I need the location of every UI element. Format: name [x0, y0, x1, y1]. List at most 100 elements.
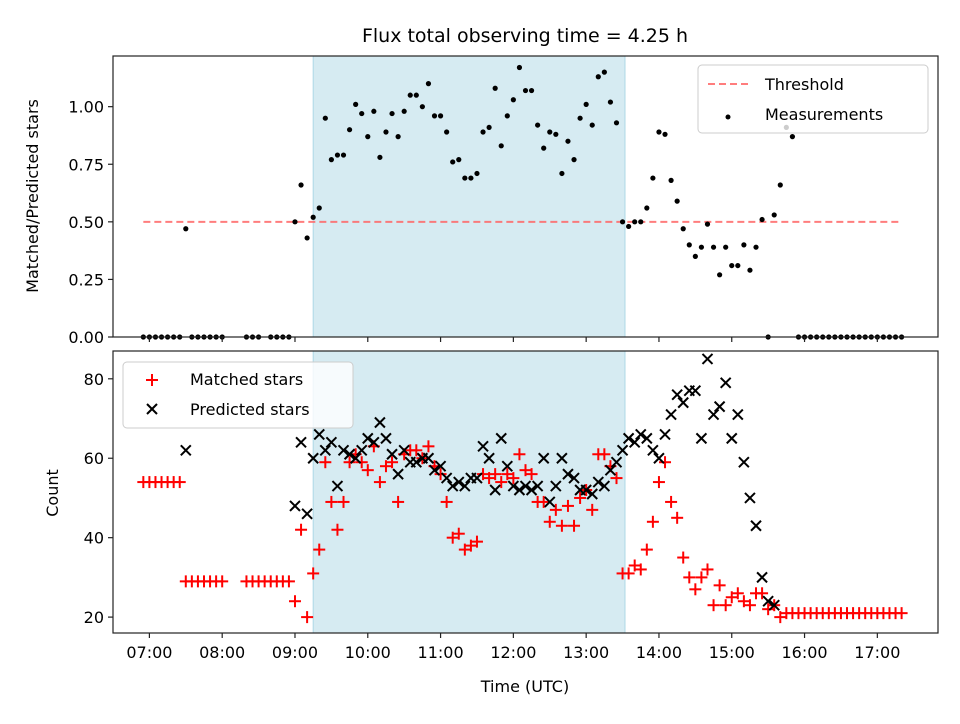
matched-star-marker: [549, 503, 562, 516]
measurement-point: [425, 81, 432, 87]
x-tick-label: 07:00: [126, 643, 172, 662]
predicted-star-marker: [325, 436, 338, 449]
matched-star-marker: [355, 456, 368, 469]
measurement-point: [638, 219, 644, 225]
measurement-point: [541, 145, 547, 151]
top-y-tick-label: 0.75: [68, 155, 104, 174]
measurement-point: [498, 143, 504, 149]
predicted-star-marker: [701, 353, 714, 365]
measurement-point: [353, 101, 359, 107]
top-y-tick-label: 0.00: [68, 328, 104, 347]
predicted-star-marker: [471, 472, 483, 484]
matched-star-marker: [574, 491, 587, 504]
legend-threshold-label: Threshold: [764, 75, 844, 94]
matched-star-marker: [313, 543, 326, 556]
top-legend-box: [697, 64, 929, 134]
measurement-point: [753, 244, 759, 250]
matched-star-marker: [671, 511, 684, 524]
measurement-point: [656, 129, 662, 135]
matched-star-marker: [762, 603, 775, 616]
matched-star-marker: [410, 444, 423, 457]
matched-star-marker: [756, 587, 769, 600]
predicted-star-marker: [319, 444, 332, 457]
measurement-point: [383, 129, 389, 135]
x-tick-label: 11:00: [418, 643, 464, 662]
predicted-star-marker: [598, 480, 611, 492]
measurement-point: [680, 226, 686, 232]
predicted-star-marker: [501, 460, 514, 472]
predicted-star-marker: [568, 472, 580, 484]
bottom-legend: Matched stars Predicted stars: [122, 361, 354, 429]
predicted-star-marker: [616, 444, 629, 457]
top-y-tick-label: 0.25: [68, 270, 104, 289]
measurement-point: [328, 157, 334, 163]
measurement-point: [729, 262, 735, 269]
measurement-point: [322, 115, 328, 121]
x-tick-label: 14:00: [636, 643, 682, 662]
measurement-point: [741, 242, 747, 248]
predicted-star-marker: [762, 595, 774, 607]
predicted-star-marker: [380, 432, 392, 445]
measurement-point: [371, 108, 377, 114]
x-tick-label: 12:00: [490, 643, 536, 662]
measurement-point: [662, 131, 668, 137]
measurement-point: [462, 175, 468, 181]
measurement-point: [474, 170, 480, 177]
measurement-point: [571, 157, 577, 163]
measurement-point: [723, 244, 729, 250]
matched-star-marker: [731, 587, 744, 600]
matched-star-marker: [568, 519, 581, 532]
matched-star-marker: [586, 503, 599, 516]
predicted-star-marker: [537, 452, 550, 464]
predicted-star-marker: [635, 428, 647, 441]
top-y-axis-label: Matched/Predicted stars: [23, 99, 42, 293]
matched-star-marker: [434, 468, 447, 481]
predicted-star-marker: [343, 448, 356, 460]
predicted-star-marker: [550, 480, 562, 492]
predicted-star-marker: [459, 480, 471, 492]
predicted-stars-points: [180, 353, 780, 611]
measurement-point: [559, 170, 565, 177]
measurement-point: [704, 221, 711, 227]
predicted-star-marker: [768, 599, 780, 611]
matched-star-marker: [683, 571, 696, 584]
predicted-star-marker: [446, 480, 459, 492]
measurement-point: [456, 157, 462, 163]
matched-star-marker: [325, 495, 338, 508]
matched-star-marker: [719, 599, 732, 612]
predicted-star-marker: [641, 432, 653, 445]
measurement-point: [450, 159, 456, 165]
matched-star-marker: [464, 539, 477, 552]
matched-star-marker: [452, 527, 465, 540]
predicted-star-marker: [489, 484, 501, 496]
measurement-point: [444, 129, 450, 135]
measurement-point: [626, 223, 632, 230]
matched-star-marker: [598, 448, 611, 461]
matched-star-marker: [725, 591, 738, 604]
bottom-legend-box: [122, 361, 354, 429]
predicted-star-marker: [386, 448, 398, 460]
measurement-point: [389, 110, 395, 117]
matched-star-marker: [483, 472, 496, 485]
matched-star-marker: [361, 464, 374, 477]
measurement-point: [365, 134, 371, 140]
predicted-star-marker: [707, 408, 720, 421]
matched-star-marker: [422, 440, 435, 453]
measurement-point: [619, 219, 626, 225]
legend-matched-swatch: [146, 374, 158, 386]
matched-star-marker: [392, 495, 405, 508]
matched-star-marker: [622, 567, 635, 580]
measurement-point: [292, 219, 298, 225]
matched-star-marker: [640, 543, 653, 556]
matched-star-marker: [282, 575, 295, 588]
predicted-star-marker: [719, 377, 732, 389]
measurement-point: [492, 85, 498, 91]
measurement-point: [401, 108, 407, 114]
top-axes: 0.00 0.25 0.50 0.75 1.00 Flux total observin…: [23, 25, 939, 347]
predicted-star-marker: [695, 432, 708, 445]
matched-star-marker: [373, 476, 386, 489]
predicted-star-marker: [307, 452, 319, 464]
predicted-star-marker: [665, 408, 677, 421]
predicted-star-marker: [362, 432, 374, 445]
predicted-star-marker: [647, 444, 659, 457]
